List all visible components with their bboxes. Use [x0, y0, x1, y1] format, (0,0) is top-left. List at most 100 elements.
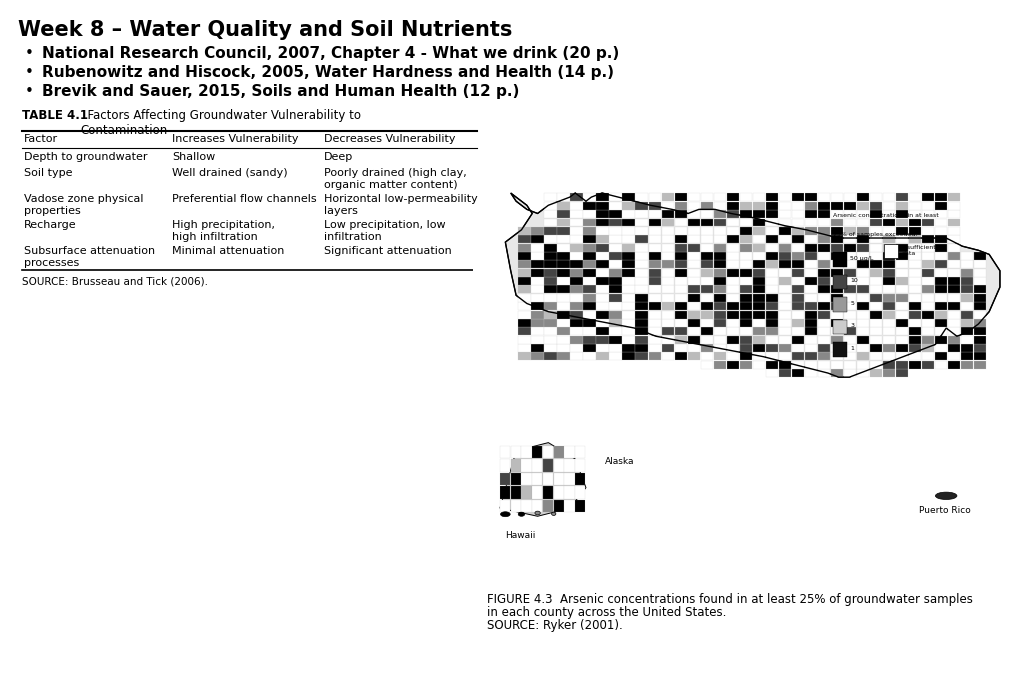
- Bar: [500, 500, 510, 512]
- Bar: [818, 218, 830, 226]
- Bar: [648, 269, 660, 277]
- Bar: [648, 243, 660, 252]
- Bar: [648, 336, 660, 344]
- Bar: [974, 344, 986, 352]
- Text: FIGURE 4.3  Arsenic concentrations found in at least 25% of groundwater samples: FIGURE 4.3 Arsenic concentrations found …: [487, 593, 973, 606]
- Bar: [778, 252, 791, 260]
- Bar: [623, 243, 635, 252]
- Bar: [792, 235, 804, 243]
- Bar: [727, 252, 739, 260]
- Bar: [830, 310, 843, 318]
- Bar: [500, 460, 510, 472]
- Text: TABLE 4.1: TABLE 4.1: [22, 109, 88, 122]
- Bar: [818, 210, 830, 218]
- Bar: [805, 369, 817, 377]
- Text: Brevik and Sauer, 2015, Soils and Human Health (12 p.): Brevik and Sauer, 2015, Soils and Human …: [42, 84, 519, 99]
- Bar: [675, 261, 687, 268]
- Bar: [700, 227, 713, 235]
- Bar: [687, 344, 700, 352]
- Bar: [753, 202, 765, 210]
- Bar: [830, 277, 843, 285]
- Bar: [830, 269, 843, 277]
- Bar: [766, 344, 778, 352]
- Bar: [700, 361, 713, 369]
- Bar: [935, 252, 947, 260]
- Text: •: •: [25, 46, 34, 61]
- Bar: [961, 261, 973, 268]
- Bar: [857, 344, 869, 352]
- Bar: [974, 261, 986, 268]
- Bar: [609, 227, 622, 235]
- Bar: [818, 353, 830, 360]
- Bar: [700, 235, 713, 243]
- Bar: [675, 269, 687, 277]
- Bar: [778, 294, 791, 302]
- Bar: [830, 302, 843, 310]
- Bar: [857, 210, 869, 218]
- Bar: [545, 336, 557, 344]
- Bar: [883, 277, 895, 285]
- Bar: [830, 243, 843, 252]
- Bar: [909, 277, 922, 285]
- Bar: [739, 361, 752, 369]
- Bar: [792, 210, 804, 218]
- Bar: [857, 269, 869, 277]
- Bar: [974, 319, 986, 327]
- Bar: [575, 486, 586, 499]
- Bar: [974, 353, 986, 360]
- Text: Minimal attenuation: Minimal attenuation: [172, 246, 285, 256]
- Bar: [648, 344, 660, 352]
- Bar: [896, 302, 908, 310]
- Bar: [922, 361, 934, 369]
- Bar: [869, 235, 882, 243]
- Bar: [935, 261, 947, 268]
- Bar: [518, 243, 530, 252]
- Bar: [557, 194, 569, 201]
- Bar: [909, 202, 922, 210]
- Bar: [818, 319, 830, 327]
- Bar: [935, 286, 947, 293]
- Bar: [792, 194, 804, 201]
- Ellipse shape: [518, 512, 524, 516]
- Bar: [739, 344, 752, 352]
- Bar: [869, 319, 882, 327]
- Bar: [662, 252, 674, 260]
- Bar: [766, 261, 778, 268]
- Bar: [609, 353, 622, 360]
- Bar: [830, 294, 843, 302]
- Bar: [596, 194, 609, 201]
- Bar: [714, 227, 726, 235]
- Bar: [609, 218, 622, 226]
- Bar: [739, 227, 752, 235]
- Bar: [554, 473, 564, 485]
- Bar: [805, 302, 817, 310]
- Bar: [564, 486, 574, 499]
- Bar: [830, 261, 843, 268]
- Bar: [792, 218, 804, 226]
- Bar: [909, 319, 922, 327]
- Bar: [636, 327, 648, 336]
- Bar: [883, 235, 895, 243]
- Bar: [609, 252, 622, 260]
- Bar: [532, 486, 543, 499]
- Bar: [778, 194, 791, 201]
- Bar: [869, 294, 882, 302]
- Bar: [869, 327, 882, 336]
- Bar: [896, 277, 908, 285]
- Bar: [935, 344, 947, 352]
- Bar: [948, 202, 961, 210]
- Bar: [714, 310, 726, 318]
- Bar: [570, 277, 583, 285]
- Bar: [792, 361, 804, 369]
- Bar: [584, 310, 596, 318]
- Bar: [805, 277, 817, 285]
- Bar: [596, 243, 609, 252]
- Bar: [922, 194, 934, 201]
- Bar: [700, 344, 713, 352]
- Bar: [609, 261, 622, 268]
- Bar: [531, 310, 544, 318]
- Bar: [883, 227, 895, 235]
- Bar: [818, 369, 830, 377]
- Bar: [948, 353, 961, 360]
- Bar: [570, 235, 583, 243]
